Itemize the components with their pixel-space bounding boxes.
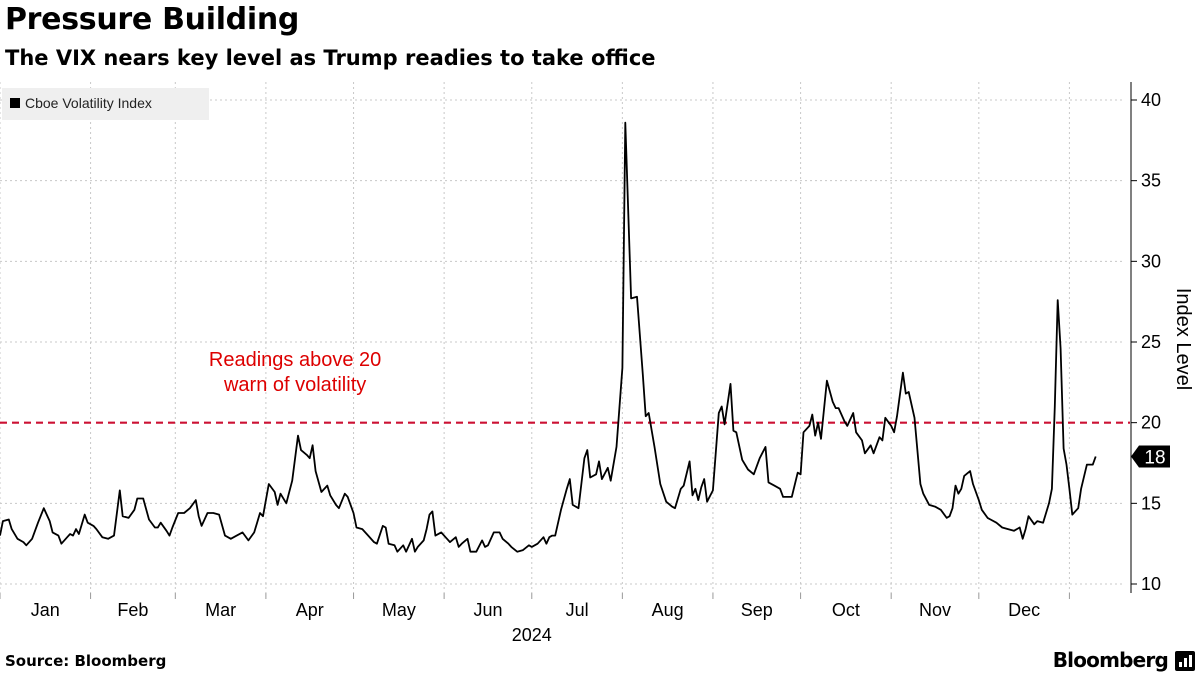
- annotation-line-2: warn of volatility: [223, 374, 366, 396]
- y-tick-label-30: 30: [1141, 251, 1161, 271]
- y-tick-label-40: 40: [1141, 90, 1161, 110]
- chart-subtitle: The VIX nears key level as Trump readies…: [5, 46, 656, 70]
- series-group: [0, 121, 1097, 553]
- y-tick-label-10: 10: [1141, 574, 1161, 594]
- x-tick-label-apr: Apr: [296, 600, 324, 620]
- y-axis-title: Index Level: [1172, 288, 1194, 390]
- y-tick-label-35: 35: [1141, 171, 1161, 191]
- vix-series-line: [0, 121, 1097, 553]
- chart-title: Pressure Building: [5, 2, 300, 37]
- x-tick-label-sep: Sep: [741, 600, 773, 620]
- x-tick-label-jan: Jan: [31, 600, 60, 620]
- last-value-tag: [1131, 445, 1170, 468]
- x-axis: 2024 Jan Feb Mar Apr May Jun Jul Aug Sep Oct Nov De…: [0, 593, 1070, 645]
- x-tick-label-feb: Feb: [117, 600, 148, 620]
- y-axis: 10 15 20 25 30 35 40: [1130, 82, 1161, 594]
- x-tick-label-jul: Jul: [566, 600, 589, 620]
- last-value-marker: 18: [1131, 445, 1170, 469]
- x-tick-label-aug: Aug: [652, 600, 684, 620]
- volatility-annotation: Readings above 20 warn of volatility: [209, 349, 381, 396]
- x-tick-label-nov: Nov: [919, 600, 951, 620]
- y-tick-label-25: 25: [1141, 332, 1161, 352]
- bloomberg-terminal-icon: [1175, 651, 1195, 671]
- legend-label: Cboe Volatility Index: [25, 95, 152, 111]
- y-tick-label-20: 20: [1141, 413, 1161, 433]
- x-axis-year-label: 2024: [512, 625, 552, 645]
- x-tick-label-oct: Oct: [832, 600, 860, 620]
- x-tick-label-may: May: [382, 600, 416, 620]
- chart-grid: [0, 82, 1122, 593]
- last-value-text: 18: [1144, 448, 1165, 469]
- source-note: Source: Bloomberg: [5, 652, 167, 670]
- annotation-line-1: Readings above 20: [209, 349, 381, 371]
- x-tick-label-dec: Dec: [1008, 600, 1040, 620]
- legend-background: [2, 88, 209, 120]
- y-tick-label-15: 15: [1141, 493, 1161, 513]
- legend-swatch: [10, 98, 20, 108]
- x-tick-label-mar: Mar: [205, 600, 236, 620]
- bloomberg-logo-text: Bloomberg: [1052, 648, 1169, 672]
- x-tick-label-jun: Jun: [473, 600, 502, 620]
- chart-legend: Cboe Volatility Index: [2, 88, 209, 120]
